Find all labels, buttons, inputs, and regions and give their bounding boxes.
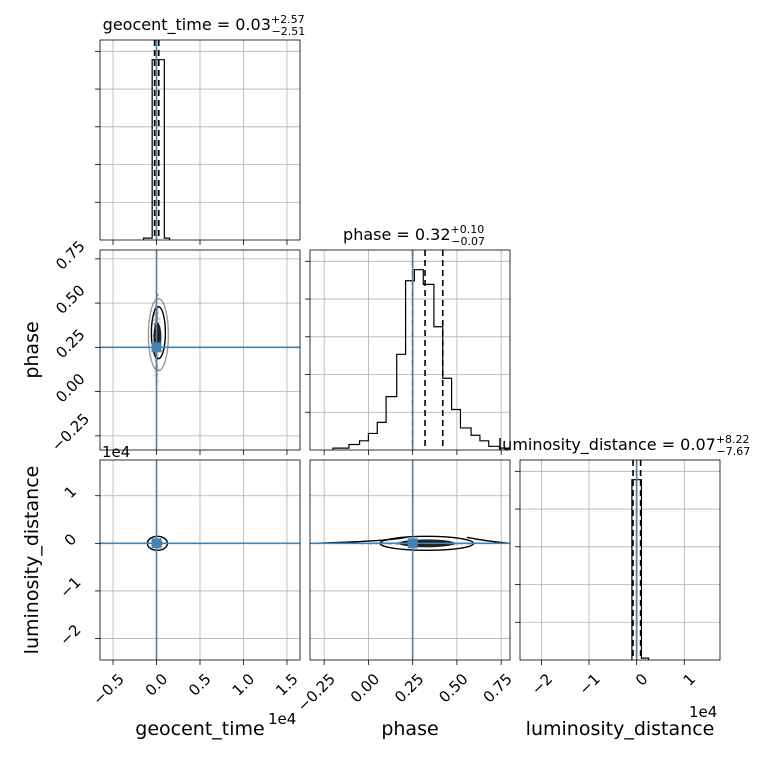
title-main: phase = 0.32 [343, 225, 450, 244]
sample-point [152, 322, 155, 325]
y-tick-label-phase: −0.25 [48, 410, 93, 455]
sample-point [157, 367, 160, 370]
sample-point [157, 373, 160, 376]
y-tick-label-phase: 0.00 [52, 370, 88, 406]
x-axis-label-phase: phase [381, 718, 438, 740]
sample-point [153, 367, 157, 370]
x-tick-label-geocent_time: 1.0 [229, 670, 259, 700]
y-tick-label-phase: 0.75 [52, 237, 88, 273]
sample-point [156, 368, 160, 372]
sample-point [158, 321, 161, 324]
sample-point [154, 313, 157, 316]
histogram-panel-geocent_time: geocent_time = 0.03+2.57 −2.51 [95, 13, 305, 245]
sample-point [156, 307, 160, 310]
y-tick-label-luminosity_distance: 1 [61, 482, 80, 501]
y-axis-label-phase: phase [21, 321, 43, 378]
x-tick-label-geocent_time: 0.0 [142, 670, 172, 700]
sample-point [156, 293, 160, 296]
x-tick-label-geocent_time: 0.5 [185, 670, 215, 700]
sample-point [156, 293, 160, 296]
x-tick-label-geocent_time: −0.5 [89, 670, 127, 708]
title-plus: +2.57 [271, 13, 305, 26]
title-main: geocent_time = 0.03 [103, 15, 271, 35]
sample-point [156, 353, 160, 357]
y-tick-label-phase: 0.25 [52, 326, 88, 362]
sample-point [157, 379, 160, 383]
histogram-luminosity_distance [631, 479, 650, 660]
scatter-panel-geocent_time-phase [95, 249, 301, 455]
panel-frame [519, 459, 721, 661]
y-tick-label-phase: 0.50 [52, 281, 88, 317]
scatter-panel-phase-luminosity_distance [309, 459, 511, 665]
x-axis-label-geocent_time: geocent_time [135, 718, 264, 740]
x-axis-label-luminosity_distance: luminosity_distance [526, 718, 715, 740]
truth-marker [407, 538, 418, 549]
title-minus: −7.67 [717, 445, 751, 458]
sample-point [156, 308, 160, 311]
y-tick-label-luminosity_distance: −1 [56, 573, 84, 601]
x-tick-label-phase: 0.25 [391, 670, 427, 706]
histogram-panel-luminosity_distance: luminosity_distance = 0.07+8.22 −7.67 [498, 433, 751, 665]
histogram-phase [332, 269, 511, 450]
x-offset-luminosity_distance: 1e4 [689, 703, 717, 721]
sample-point [158, 317, 161, 320]
title-plus: +0.10 [451, 223, 485, 236]
title-minus: −2.51 [272, 25, 306, 38]
title-minus: −0.07 [451, 235, 485, 248]
x-tick-label-phase: 0.00 [347, 670, 383, 706]
panel-title-luminosity_distance: luminosity_distance = 0.07+8.22 −7.67 [498, 433, 751, 458]
density-contour [147, 298, 170, 372]
panel-frame [309, 459, 511, 661]
x-tick-label-phase: −0.25 [294, 670, 339, 715]
sample-point [157, 317, 160, 320]
x-tick-label-phase: 0.50 [435, 670, 471, 706]
panel-frame [309, 249, 511, 451]
panel-title-phase: phase = 0.32+0.10 −0.07 [343, 223, 485, 248]
x-tick-label-geocent_time: 1.5 [272, 670, 302, 700]
title-main: luminosity_distance = 0.07 [498, 435, 716, 455]
x-tick-label-luminosity_distance: 1 [680, 670, 699, 689]
title-plus: +8.22 [716, 433, 750, 446]
y-tick-label-luminosity_distance: 0 [61, 530, 80, 549]
sample-point [153, 321, 157, 325]
x-tick-label-luminosity_distance: −2 [528, 670, 556, 698]
y-offset-luminosity_distance: 1e4 [102, 443, 130, 461]
sample-point [153, 374, 156, 377]
truth-marker [151, 538, 162, 549]
histogram-panel-phase: phase = 0.32+0.10 −0.07 [305, 223, 511, 455]
y-tick-label-luminosity_distance: −2 [56, 621, 84, 649]
sample-point [154, 322, 157, 325]
x-offset-geocent_time: 1e4 [268, 710, 296, 728]
sample-point [152, 318, 156, 321]
y-axis-label-luminosity_distance: luminosity_distance [21, 466, 43, 655]
x-tick-label-phase: 0.75 [480, 670, 516, 706]
x-tick-label-luminosity_distance: 0 [632, 670, 651, 689]
panel-title-geocent_time: geocent_time = 0.03+2.57 −2.51 [103, 13, 306, 38]
density-contour [150, 306, 167, 360]
scatter-panel-geocent_time-luminosity_distance [95, 459, 301, 665]
truth-marker [151, 342, 162, 353]
x-tick-label-luminosity_distance: −1 [575, 670, 603, 698]
